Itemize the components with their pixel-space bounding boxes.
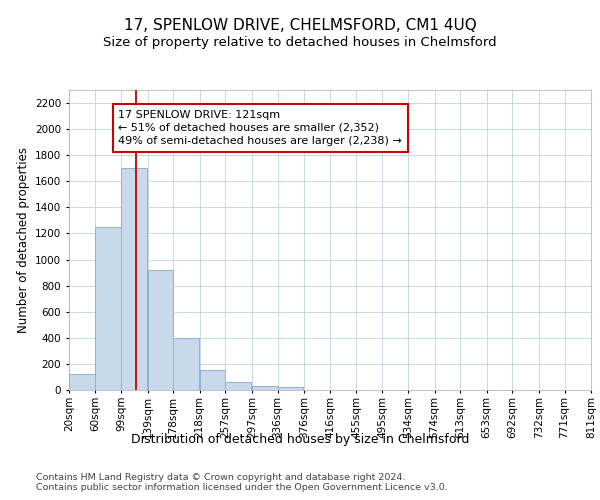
Text: Distribution of detached houses by size in Chelmsford: Distribution of detached houses by size … [131,432,469,446]
Bar [95,227,121,390]
Bar [278,388,303,390]
Text: Size of property relative to detached houses in Chelmsford: Size of property relative to detached ho… [103,36,497,49]
Text: 17 SPENLOW DRIVE: 121sqm
← 51% of detached houses are smaller (2,352)
49% of sem: 17 SPENLOW DRIVE: 121sqm ← 51% of detach… [118,110,402,146]
Text: Contains public sector information licensed under the Open Government Licence v3: Contains public sector information licen… [36,484,448,492]
Bar [173,338,199,390]
Bar [148,270,173,390]
Y-axis label: Number of detached properties: Number of detached properties [17,147,29,333]
Text: Contains HM Land Registry data © Crown copyright and database right 2024.: Contains HM Land Registry data © Crown c… [36,472,406,482]
Bar [252,386,278,390]
Text: 17, SPENLOW DRIVE, CHELMSFORD, CM1 4UQ: 17, SPENLOW DRIVE, CHELMSFORD, CM1 4UQ [124,18,476,32]
Bar [200,370,226,390]
Bar [69,374,95,390]
Bar [226,382,251,390]
Bar [121,168,147,390]
